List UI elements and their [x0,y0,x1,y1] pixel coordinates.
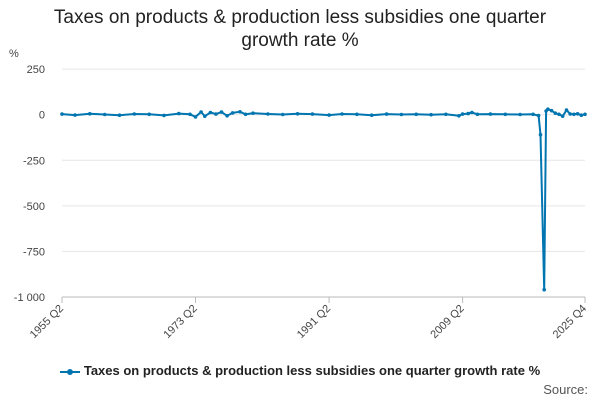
data-point[interactable] [518,112,522,117]
x-tick-label: 2009 Q2 [428,303,466,341]
data-point[interactable] [466,111,471,116]
data-point[interactable] [557,112,561,117]
data-point[interactable] [553,111,558,115]
data-point[interactable] [203,114,207,118]
x-tick-label: 1973 Q2 [161,303,199,341]
data-point[interactable] [60,112,64,116]
data-point[interactable] [542,287,546,292]
y-tick-label: -1 000 [14,292,45,304]
data-point[interactable] [560,114,565,118]
data-point[interactable] [568,112,572,116]
data-point[interactable] [230,111,235,115]
legend-line-marker-icon [59,367,80,377]
data-point[interactable] [470,110,474,115]
data-point[interactable] [266,112,270,116]
data-point[interactable] [546,107,550,111]
data-point[interactable] [188,112,192,117]
data-point[interactable] [117,113,122,117]
y-tick-label: -250 [23,155,45,167]
data-point[interactable] [457,114,461,118]
data-point[interactable] [177,111,181,116]
x-tick-label: 2025 Q4 [551,303,589,341]
data-point[interactable] [579,113,584,117]
y-tick-label: -500 [23,201,45,213]
data-point[interactable] [73,113,77,117]
data-point[interactable] [208,110,213,115]
y-unit-label: % [9,48,19,60]
data-point[interactable] [199,110,203,114]
data-point[interactable] [429,112,433,117]
legend[interactable]: Taxes on products & production less subs… [0,363,600,378]
data-point[interactable] [214,112,218,116]
data-point[interactable] [369,113,374,117]
data-point[interactable] [503,112,508,117]
data-point[interactable] [355,112,359,117]
data-point[interactable] [549,108,554,113]
source-label: Source: [543,382,588,397]
data-point[interactable] [536,113,541,118]
data-point[interactable] [295,112,300,116]
y-tick-label: -750 [23,246,45,258]
data-point[interactable] [531,112,535,117]
chart-title-line-2: growth rate % [241,30,359,51]
data-point[interactable] [564,108,569,112]
series-line [61,108,586,291]
x-tick-label: 1991 Q2 [295,303,333,341]
data-point[interactable] [399,112,404,117]
data-point[interactable] [310,112,315,116]
x-tick-label: 1955 Q2 [28,303,66,341]
data-point[interactable] [88,112,92,116]
data-point[interactable] [444,112,448,117]
data-point[interactable] [238,110,242,114]
data-point[interactable] [251,111,255,115]
chart-title: Taxes on products & production less subs… [0,6,600,52]
data-point[interactable] [460,112,465,116]
data-point[interactable] [147,112,151,117]
data-point[interactable] [225,114,229,118]
data-point[interactable] [340,112,344,116]
legend-series-label: Taxes on products & production less subs… [83,363,541,378]
y-tick-label: 0 [39,110,45,122]
data-point[interactable] [414,112,419,117]
y-tick-label: 250 [27,64,45,76]
data-point[interactable] [538,132,543,137]
data-point[interactable] [193,115,198,119]
data-point[interactable] [583,112,587,117]
data-point[interactable] [243,112,248,117]
data-point[interactable] [384,112,389,116]
chart-title-line-1: Taxes on products & production less subs… [53,7,547,28]
data-point[interactable] [572,112,576,117]
data-point[interactable] [162,113,166,118]
data-point[interactable] [219,110,224,114]
data-point[interactable] [132,112,137,116]
data-point[interactable] [575,112,580,116]
data-point[interactable] [280,112,285,117]
data-point[interactable] [488,112,493,116]
data-point[interactable] [102,112,107,117]
data-point[interactable] [327,113,331,117]
data-point[interactable] [475,112,480,117]
